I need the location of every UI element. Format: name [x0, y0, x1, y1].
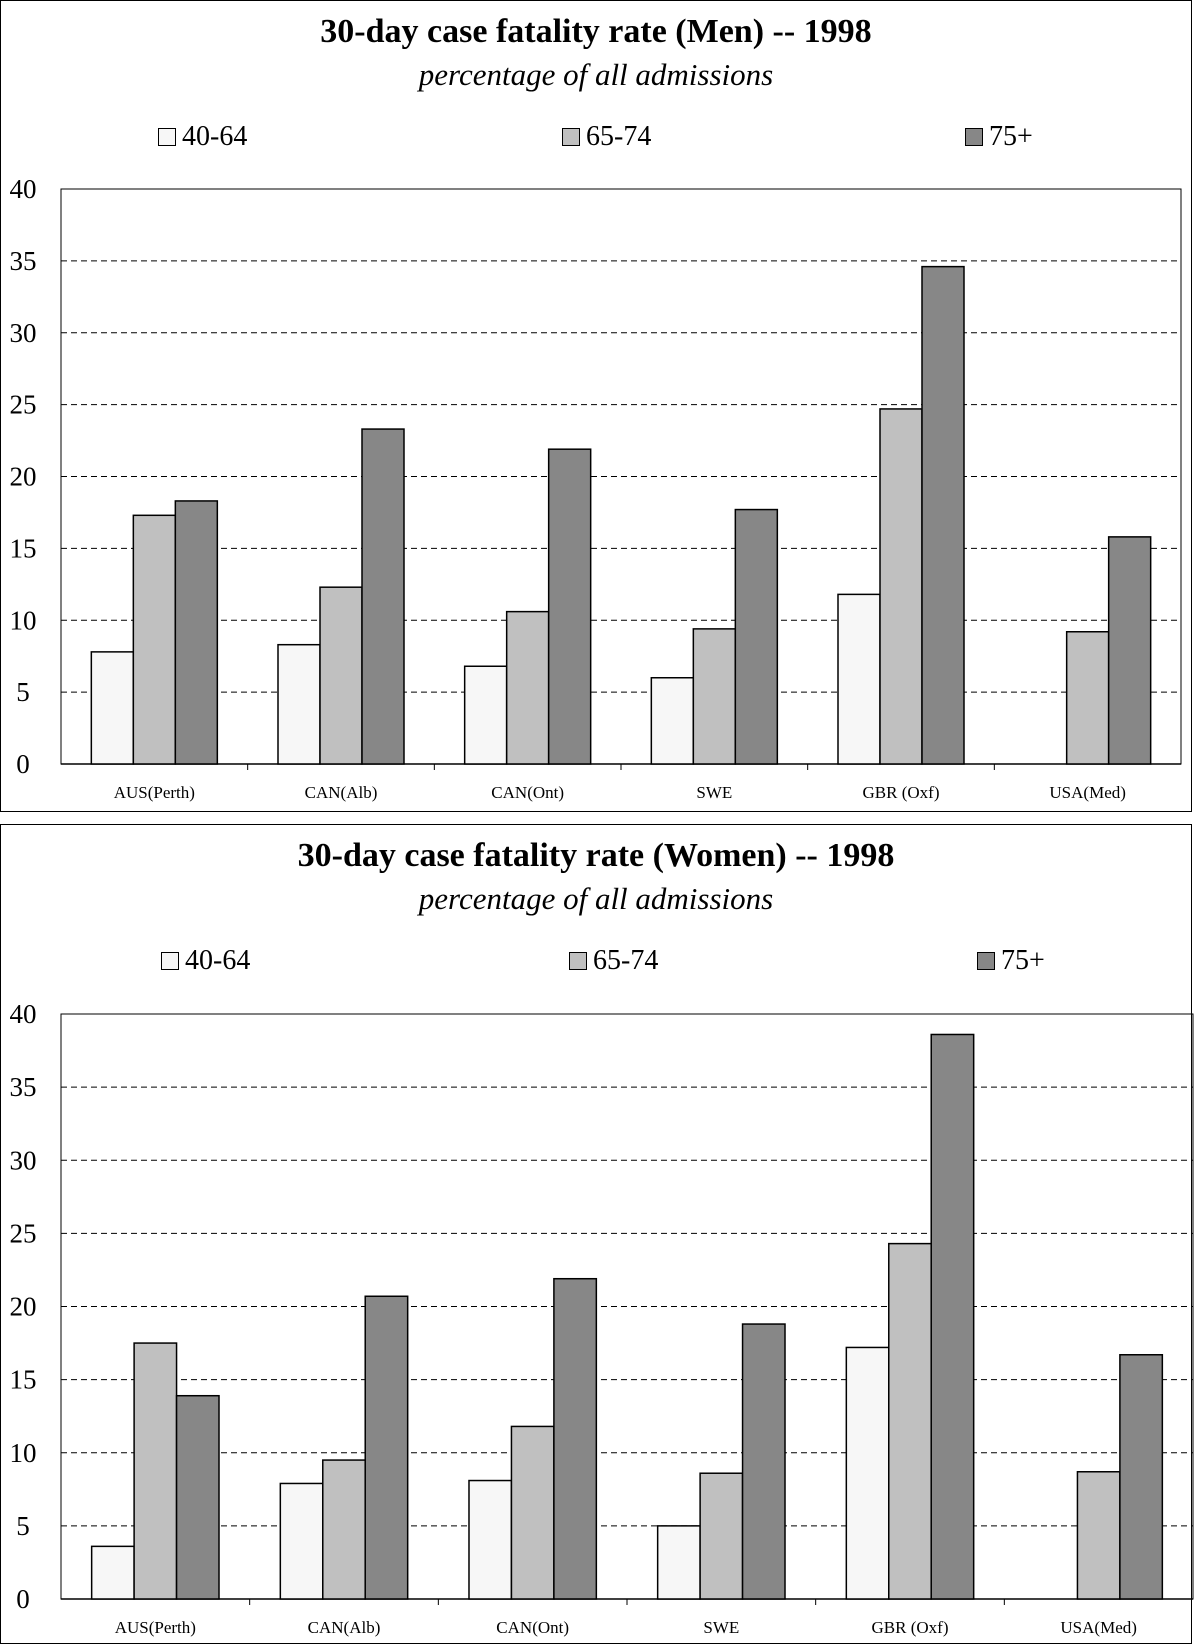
y-tick-label: 0 [16, 1584, 30, 1614]
y-tick-label: 20 [10, 1292, 37, 1322]
bar-chart-women: 0 5 10 15 20 25 30 35 40 AUS(Perth) CAN(Alb) CAN(On… [10, 999, 1194, 1637]
y-tick-label: 35 [10, 1072, 37, 1102]
y-tick-label: 40 [10, 999, 37, 1029]
x-tick-label: CAN(Ont) [491, 783, 564, 802]
bar [547, 448, 592, 765]
bar [90, 651, 135, 765]
bar [1107, 536, 1152, 765]
legend-swatch [562, 128, 580, 146]
chart-title: 30-day case fatality rate (Men) -- 1998 [320, 13, 872, 50]
y-tick-label: 40 [10, 174, 37, 204]
bar [1076, 1471, 1121, 1600]
legend-label: 40-64 [182, 121, 248, 152]
legend-label: 75+ [989, 121, 1033, 152]
bar [322, 1459, 366, 1600]
x-tick-label: AUS(Perth) [114, 783, 195, 802]
bar [505, 610, 550, 765]
x-tick-label: CAN(Alb) [305, 783, 378, 802]
x-tick-label: GBR (Oxf) [872, 1618, 949, 1637]
bar [1065, 631, 1110, 765]
y-tick-label: 5 [16, 1511, 30, 1541]
y-tick-label: 30 [10, 318, 37, 348]
bar [734, 508, 779, 765]
y-tick-label: 25 [10, 1218, 37, 1248]
y-tick-label: 15 [10, 533, 37, 563]
bar [364, 1295, 409, 1600]
bar [510, 1425, 555, 1600]
x-tick-label: CAN(Ont) [496, 1618, 569, 1637]
y-tick-label: 15 [10, 1365, 37, 1395]
chart-subtitle: percentage of all admissions [418, 881, 774, 916]
bar [133, 1342, 178, 1600]
bar-chart-men: 0 5 10 15 20 25 30 35 40 AUS(Perth) CAN(Alb) CAN(On… [10, 174, 1182, 802]
chart-subtitle: percentage of all admissions [418, 57, 774, 92]
x-tick-label: SWE [703, 1618, 739, 1637]
bar [692, 628, 737, 765]
bar [90, 1545, 135, 1600]
chart-title: 30-day case fatality rate (Women) -- 199… [297, 837, 895, 874]
legend-item-75plus: 75+ [977, 945, 1045, 977]
bar [921, 265, 965, 765]
bar [656, 1525, 701, 1600]
bar [463, 665, 508, 765]
legend-item-65-74: 65-74 [562, 121, 651, 153]
x-tick-label: USA(Med) [1049, 783, 1126, 802]
bar [174, 500, 219, 765]
legend-swatch [569, 952, 587, 970]
y-tick-label: 35 [10, 246, 37, 276]
bar [699, 1472, 744, 1600]
legend-label: 75+ [1001, 945, 1045, 976]
bar [279, 1482, 324, 1600]
legend-swatch [977, 952, 995, 970]
legend-item-40-64: 40-64 [161, 945, 250, 977]
bar [175, 1394, 220, 1600]
x-tick-label: GBR (Oxf) [863, 783, 940, 802]
legend-label: 40-64 [185, 945, 251, 976]
legend-swatch [161, 952, 179, 970]
y-tick-label: 5 [16, 677, 30, 707]
bar [553, 1277, 598, 1600]
legend-swatch [158, 128, 176, 146]
bar [650, 677, 695, 765]
y-tick-label: 30 [10, 1145, 37, 1175]
y-tick-label: 20 [10, 462, 37, 492]
x-tick-label: AUS(Perth) [115, 1618, 196, 1637]
y-tick-label: 10 [10, 605, 37, 635]
chart-panel-men: 30-day case fatality rate (Men) -- 1998 … [0, 0, 1192, 812]
legend-item-40-64: 40-64 [158, 121, 247, 153]
legend-swatch [965, 128, 983, 146]
y-tick-label: 0 [16, 749, 30, 779]
legend-item-65-74: 65-74 [569, 945, 658, 977]
bar [930, 1033, 975, 1600]
bar [1119, 1354, 1164, 1600]
bar [319, 586, 363, 765]
bar [837, 593, 881, 765]
bar [845, 1346, 890, 1600]
x-tick-label: CAN(Alb) [308, 1618, 381, 1637]
bar [277, 643, 321, 765]
y-tick-label: 25 [10, 390, 37, 420]
bar [361, 428, 405, 765]
legend-label: 65-74 [586, 121, 652, 152]
bar [879, 408, 923, 765]
bar [888, 1242, 932, 1600]
bar [741, 1323, 786, 1600]
bar [468, 1479, 513, 1600]
y-tick-label: 10 [10, 1438, 37, 1468]
x-tick-label: USA(Med) [1060, 1618, 1137, 1637]
legend-item-75plus: 75+ [965, 121, 1033, 153]
x-tick-label: SWE [696, 783, 732, 802]
bar [132, 514, 177, 765]
chart-panel-women: 30-day case fatality rate (Women) -- 199… [0, 824, 1194, 1644]
legend-label: 65-74 [593, 945, 659, 976]
